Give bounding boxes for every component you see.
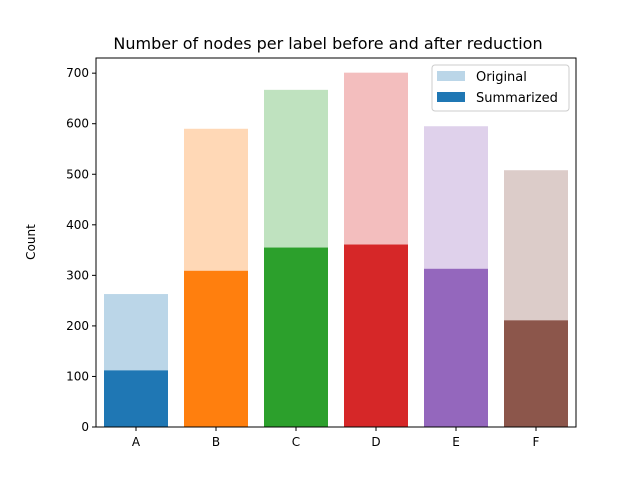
legend-swatch-original — [437, 71, 465, 81]
y-tick-label: 300 — [66, 268, 89, 282]
bar-summarized-e — [424, 268, 488, 427]
y-tick-label: 0 — [81, 420, 89, 434]
bar-summarized-f — [504, 320, 568, 427]
legend-swatch-summarized — [437, 92, 465, 102]
bars-group — [104, 72, 568, 428]
x-tick-label: A — [132, 435, 141, 449]
legend-label-original: Original — [476, 70, 527, 85]
y-axis-label: Count — [24, 224, 38, 260]
x-tick-label: D — [371, 435, 380, 449]
y-tick-label: 100 — [66, 369, 89, 383]
axes-group: 0 100 200 300 400 500 600 700 A B C D E F — [66, 57, 577, 449]
y-tick-label: 500 — [66, 167, 89, 181]
legend-box — [431, 64, 570, 112]
x-tick-label: E — [452, 435, 460, 449]
bar-summarized-b — [184, 270, 248, 427]
y-tick-label: 400 — [66, 218, 89, 232]
plot-frame — [95, 57, 577, 428]
legend: Original Summarized — [431, 64, 570, 112]
x-tick-label: C — [292, 435, 300, 449]
y-tick-label: 200 — [66, 319, 89, 333]
y-tick-label: 700 — [66, 66, 89, 80]
chart-title: Number of nodes per label before and aft… — [113, 34, 542, 53]
bar-summarized-d — [344, 244, 408, 427]
bar-summarized-a — [104, 370, 168, 427]
x-tick-label: B — [212, 435, 220, 449]
legend-label-summarized: Summarized — [476, 91, 558, 106]
x-tick-label: F — [533, 435, 540, 449]
y-tick-label: 600 — [66, 117, 89, 131]
bar-summarized-c — [264, 247, 328, 427]
